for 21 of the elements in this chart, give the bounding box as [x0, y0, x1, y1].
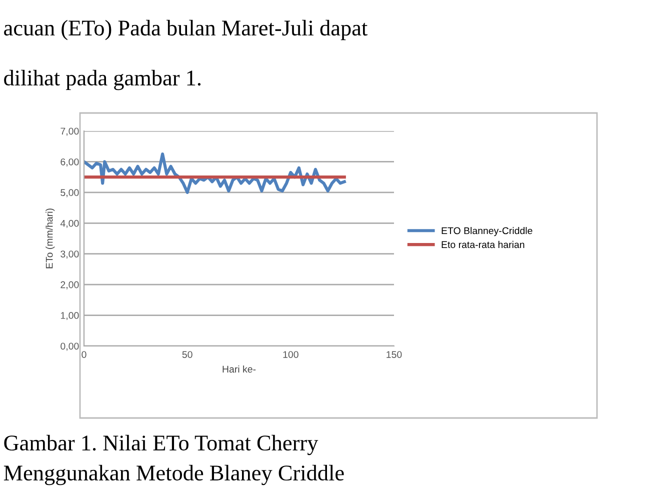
x-tick-label: 0	[82, 351, 86, 358]
y-tick-label: 0,00	[60, 342, 79, 351]
text: acuan (ETo) Pada bulan Maret-Juli dapat	[4, 20, 368, 40]
y-tick-label: 7,00	[60, 128, 79, 136]
text: dilihat pada gambar 1.	[4, 70, 201, 90]
x-tick-label: 150	[386, 351, 402, 358]
y-tick-label: 5,00	[60, 189, 79, 198]
text: Gambar 1. Nilai ETo Tomat Cherry	[4, 434, 318, 456]
x-tick-label: 50	[182, 351, 192, 358]
y-axis-title: ETo (mm/hari)	[46, 208, 55, 268]
text: Menggunakan Metode Blaney Criddle	[4, 464, 344, 486]
legend-label: ETO Blanney-Criddle	[442, 227, 532, 236]
y-tick-label: 2,00	[60, 281, 79, 290]
y-tick-label: 4,00	[60, 220, 79, 228]
line-series	[84, 152, 346, 194]
x-tick-label: 100	[283, 351, 298, 358]
y-tick-label: 1,00	[60, 312, 79, 320]
y-tick-label: 3,00	[60, 250, 79, 259]
legend-label: Eto rata-rata harian	[442, 240, 524, 248]
y-tick-label: 6,00	[60, 158, 79, 166]
x-axis-title: Hari ke-	[222, 365, 256, 373]
